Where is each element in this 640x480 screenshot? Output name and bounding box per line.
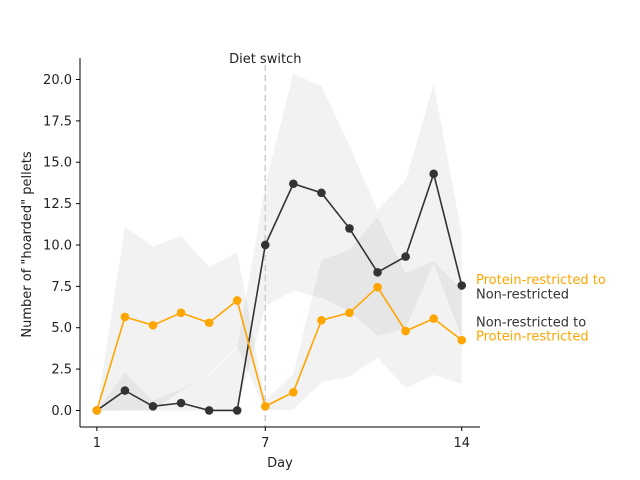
x-tick-label: 14 bbox=[453, 436, 470, 451]
data-point-series-1 bbox=[429, 314, 438, 323]
data-point-series-0 bbox=[289, 179, 298, 189]
data-point-series-0 bbox=[345, 224, 354, 233]
x-tick-label: 1 bbox=[93, 436, 101, 451]
y-tick-label: 20.0 bbox=[43, 73, 72, 88]
data-point-series-0 bbox=[148, 402, 158, 411]
data-point-series-1 bbox=[120, 312, 130, 322]
x-tick-label: 7 bbox=[261, 436, 269, 451]
data-point-series-0 bbox=[120, 386, 130, 395]
data-point-series-1 bbox=[401, 326, 410, 336]
data-point-series-1 bbox=[373, 282, 382, 292]
series-points bbox=[92, 169, 467, 415]
ci-band-series-1 bbox=[96, 216, 462, 411]
y-axis-label: Number of "hoarded" pellets bbox=[20, 151, 35, 337]
y-tick-label: 5.0 bbox=[51, 321, 72, 336]
series-line-0 bbox=[96, 171, 463, 412]
data-point-series-1 bbox=[317, 315, 326, 325]
y-tick-label: 2.5 bbox=[51, 363, 72, 378]
data-point-series-0 bbox=[232, 406, 242, 415]
data-point-series-1 bbox=[260, 402, 270, 411]
data-point-series-1 bbox=[232, 296, 242, 305]
y-tick-label: 17.5 bbox=[43, 114, 72, 129]
y-tick-label: 0.0 bbox=[51, 404, 72, 419]
x-axis-label: Day bbox=[267, 456, 293, 471]
x-axis-ticks: 1 7 14 bbox=[93, 427, 470, 451]
data-point-series-1 bbox=[92, 406, 102, 415]
y-tick-label: 7.5 bbox=[51, 280, 72, 295]
data-point-series-1 bbox=[176, 308, 186, 318]
data-point-series-0 bbox=[260, 240, 270, 250]
ci-band-series-0 bbox=[96, 73, 462, 411]
data-point-series-1 bbox=[148, 320, 158, 330]
data-point-series-0 bbox=[373, 267, 382, 277]
end-label: Protein-restricted bbox=[476, 329, 589, 344]
data-point-series-0 bbox=[176, 398, 186, 408]
diet-switch-label: Diet switch bbox=[229, 52, 301, 67]
end-label: Non-restricted bbox=[476, 287, 569, 302]
data-point-series-1 bbox=[204, 318, 214, 328]
data-point-series-0 bbox=[401, 252, 410, 261]
data-point-series-0 bbox=[429, 169, 438, 179]
series-line-1 bbox=[96, 285, 463, 411]
end-label: Non-restricted to bbox=[476, 315, 586, 330]
data-point-series-0 bbox=[457, 281, 467, 290]
y-tick-label: 15.0 bbox=[43, 156, 72, 171]
data-point-series-1 bbox=[345, 308, 354, 318]
end-label: Protein-restricted to bbox=[476, 273, 606, 288]
data-point-series-0 bbox=[204, 406, 214, 415]
data-point-series-1 bbox=[457, 335, 467, 345]
y-axis-ticks: 0.0 2.5 5.0 7.5 10.0 12.5 15.0 17.5 20.0 bbox=[43, 73, 80, 419]
y-tick-label: 10.0 bbox=[43, 238, 72, 253]
data-point-series-0 bbox=[317, 188, 326, 198]
data-point-series-1 bbox=[289, 387, 298, 397]
series-lines bbox=[96, 171, 463, 412]
y-tick-label: 12.5 bbox=[43, 197, 72, 212]
confidence-bands bbox=[96, 73, 462, 411]
axes: 0.02.55.07.510.012.515.017.520.0 1 7 14 bbox=[43, 58, 480, 451]
